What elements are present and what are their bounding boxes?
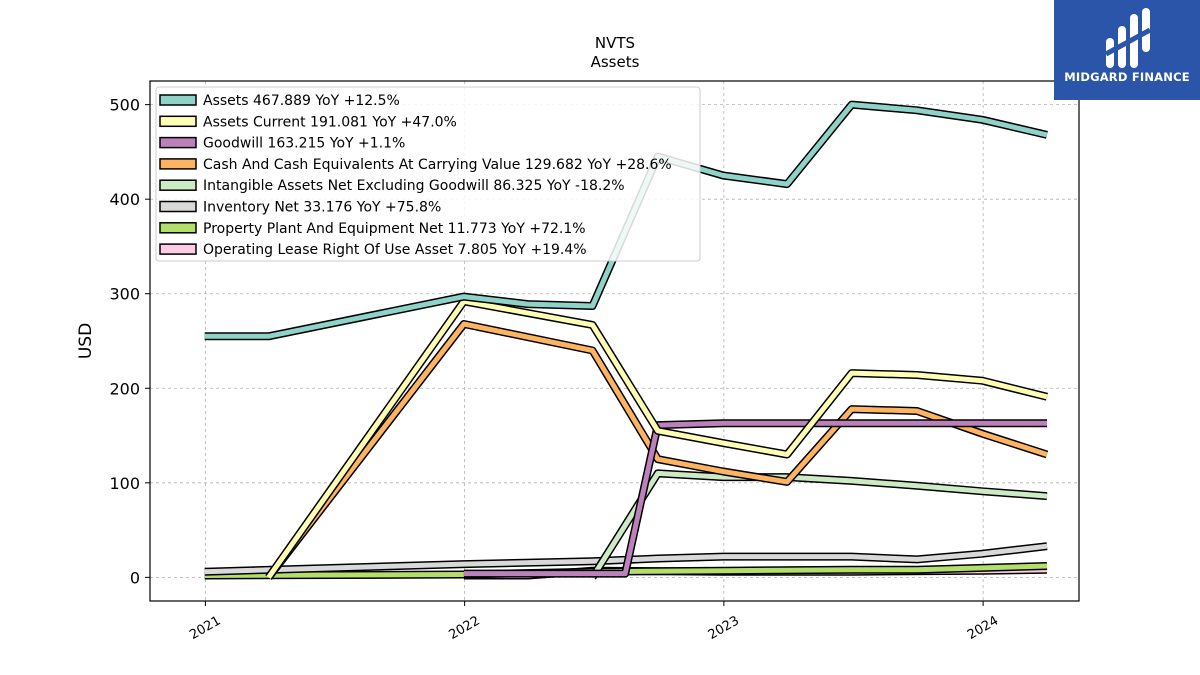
series-intangible-assets-net-excluding-goodwill [589,469,1048,580]
series-outline [265,320,1049,580]
legend-box [155,86,701,262]
legend-label: Inventory Net 33.176 YoY +75.8% [203,200,441,216]
legend-label: Cash And Cash Equivalents At Carrying Va… [203,157,672,173]
y-tick-label: 300 [109,285,140,304]
series-lines [204,100,1049,580]
legend-swatch [159,222,197,234]
y-tick-label: 200 [109,379,140,398]
series-inventory-net [204,542,1048,576]
legend-label: Assets 467.889 YoY +12.5% [203,93,400,109]
legend-swatch [159,158,197,170]
legend: Assets 467.889 YoY +12.5% Assets Current … [155,86,701,262]
series-cash-and-cash-equivalents-at-carrying-value [265,320,1049,580]
brand-logo: MIDGARD FINANCE [1054,0,1200,100]
x-tick-label: 2024 [965,613,1001,643]
x-tick-label: 2023 [706,613,742,643]
y-tick-label: 0 [130,568,140,587]
brand-name: MIDGARD FINANCE [1064,70,1190,84]
legend-swatch [159,94,197,106]
legend-swatch [159,200,197,213]
y-axis-label: USD [76,323,96,359]
x-tick-label: 2021 [187,613,223,643]
series-line [463,420,1047,577]
legend-swatch [159,136,197,149]
series-line [266,298,1048,579]
legend-label: Assets Current 191.081 YoY +47.0% [203,114,457,130]
chart-subtitle: Assets [591,53,640,71]
legend-label: Operating Lease Right Of Use Asset 7.805… [203,242,587,258]
legend-swatch [159,115,197,128]
x-tick-label: 2022 [446,613,482,643]
series-assets-current [265,297,1048,580]
legend-label: Property Plant And Equipment Net 11.773 … [203,221,586,237]
legend-swatch [159,179,197,191]
y-tick-label: 400 [109,190,140,209]
legend-label: Intangible Assets Net Excluding Goodwill… [203,178,625,194]
y-tick-label: 500 [109,96,140,115]
series-line [590,470,1048,579]
legend-swatch [159,243,197,255]
series-line [204,543,1048,575]
legend-label: Goodwill 163.215 YoY +1.1% [203,136,405,152]
series-goodwill [463,419,1047,578]
y-tick-label: 100 [109,474,140,493]
series-line [266,321,1048,579]
chart-title: NVTS [595,34,635,52]
midgard-logo-icon [1104,8,1152,68]
plot-frame [149,80,1080,602]
